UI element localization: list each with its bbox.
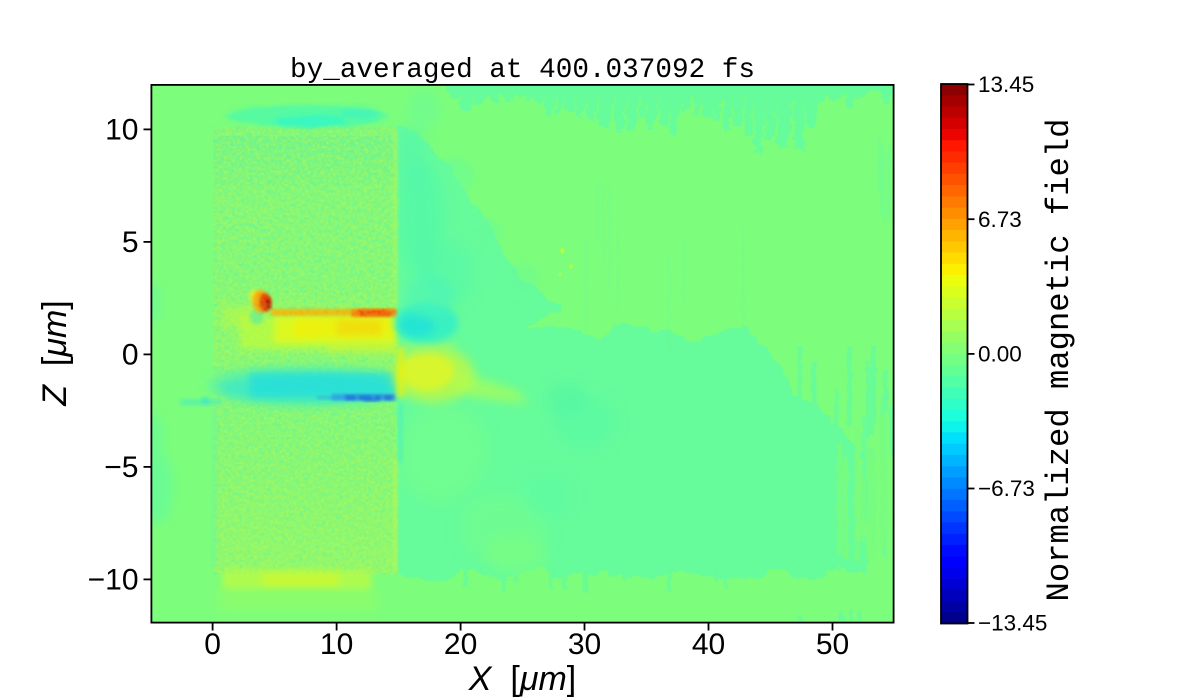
svg-text:0: 0 [122,339,139,372]
svg-text:−6.73: −6.73 [978,476,1035,501]
svg-text:40: 40 [692,628,725,661]
svg-text:by_averaged at 400.037092 fs: by_averaged at 400.037092 fs [290,55,755,86]
svg-text:30: 30 [568,628,601,661]
svg-text:20: 20 [444,628,477,661]
svg-text:5: 5 [122,226,139,259]
svg-text:6.73: 6.73 [978,207,1022,232]
svg-text:Normalized magnetic field: Normalized magnetic field [1041,119,1078,602]
svg-text:−10: −10 [88,564,139,597]
svg-text:0: 0 [204,628,221,661]
svg-text:X [μm]: X [μm] [468,660,576,698]
svg-text:Z [μm]: Z [μm] [36,300,74,407]
svg-text:10: 10 [105,114,138,147]
svg-text:−5: −5 [104,451,138,484]
svg-text:13.45: 13.45 [978,72,1034,97]
svg-text:10: 10 [320,628,353,661]
svg-text:50: 50 [816,628,849,661]
svg-text:−13.45: −13.45 [978,611,1047,636]
svg-text:0.00: 0.00 [978,342,1022,367]
